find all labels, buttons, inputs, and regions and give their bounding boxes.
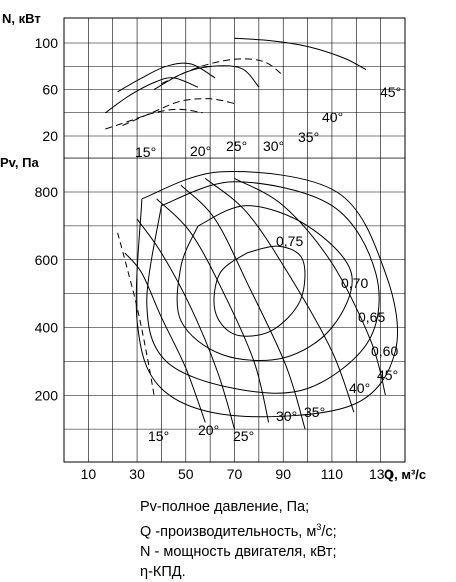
power-axis-label: N, кВт bbox=[2, 11, 41, 26]
pressure-curve bbox=[156, 198, 270, 423]
power-curve-label: 15° bbox=[135, 144, 156, 160]
power-curve-label: 35° bbox=[298, 129, 319, 145]
pressure-curve-label: 35° bbox=[304, 404, 325, 420]
power-curve-label: 40° bbox=[322, 109, 343, 125]
legend-flow-unit: /с; bbox=[321, 523, 337, 540]
flow-tick-label: 10 bbox=[81, 466, 97, 482]
power-curve bbox=[234, 37, 367, 71]
pressure-curve-label: 30° bbox=[276, 408, 297, 424]
legend-flow-sup: 3 bbox=[316, 522, 322, 532]
pressure-curve-label: 40° bbox=[349, 380, 370, 396]
pressure-axis-label: Pv, Па bbox=[0, 155, 40, 170]
efficiency-curves bbox=[135, 171, 398, 418]
flow-tick-label: 70 bbox=[227, 466, 243, 482]
pressure-curve-label: 45° bbox=[377, 367, 398, 383]
pressure-curve bbox=[136, 218, 235, 430]
efficiency-label: 0,70 bbox=[341, 275, 368, 291]
efficiency-contour bbox=[176, 205, 353, 362]
legend-line-pressure: Pv-полное давление, Па; bbox=[140, 499, 310, 515]
flow-tick-label: 90 bbox=[275, 466, 291, 482]
pressure-curve-label: 20° bbox=[198, 422, 219, 438]
flow-tick-label: 130 bbox=[369, 466, 393, 482]
efficiency-contour bbox=[135, 171, 398, 418]
flow-tick-label: 30 bbox=[129, 466, 145, 482]
fan-performance-chart: N, кВт Pv, Па Q, м³/с 100 60 20 800 600 400 200 10… bbox=[0, 11, 426, 482]
power-curve bbox=[117, 62, 216, 93]
pressure-tick-label: 800 bbox=[35, 184, 59, 200]
power-tick-label: 100 bbox=[35, 35, 59, 51]
pressure-curve bbox=[124, 252, 206, 423]
pressure-curve-label: 15° bbox=[148, 428, 169, 444]
power-curves bbox=[105, 37, 367, 130]
power-curve bbox=[105, 77, 199, 114]
legend-line-flow: Q -производительность, м3/с; bbox=[140, 517, 337, 542]
pressure-curve-label: 25° bbox=[233, 428, 254, 444]
power-curve bbox=[161, 58, 284, 85]
power-tick-label: 20 bbox=[42, 128, 58, 144]
efficiency-contour bbox=[213, 245, 306, 337]
power-curve-label: 30° bbox=[263, 138, 284, 154]
legend-line-power: N - мощность двигателя, кВт; bbox=[140, 543, 337, 560]
legend-flow-text: Q -производительность, м bbox=[140, 523, 317, 540]
power-curve bbox=[105, 108, 203, 130]
power-curve-label: 25° bbox=[226, 138, 247, 154]
power-tick-label: 60 bbox=[42, 82, 58, 98]
pressure-curve bbox=[234, 177, 386, 396]
legend-line-efficiency: η-КПД. bbox=[140, 563, 186, 580]
power-curve bbox=[122, 98, 235, 126]
efficiency-label: 0,75 bbox=[276, 233, 303, 249]
efficiency-contour bbox=[146, 181, 380, 394]
power-curve-label: 45° bbox=[380, 84, 401, 100]
pressure-curves bbox=[117, 177, 386, 430]
pressure-tick-label: 600 bbox=[35, 252, 59, 268]
pressure-tick-label: 400 bbox=[35, 320, 59, 336]
pressure-tick-label: 200 bbox=[35, 387, 59, 403]
pressure-curve bbox=[204, 178, 355, 413]
power-curve-label: 20° bbox=[190, 143, 211, 159]
efficiency-label: 0,60 bbox=[371, 343, 398, 359]
legend: Pv-полное давление, Па; Q -производитель… bbox=[140, 497, 337, 582]
flow-tick-label: 50 bbox=[178, 466, 194, 482]
flow-axis-label: Q, м³/с bbox=[384, 467, 426, 482]
chart-text: N, кВт Pv, Па Q, м³/с 100 60 20 800 600 400 200 10… bbox=[0, 11, 426, 482]
flow-tick-label: 110 bbox=[321, 466, 344, 482]
efficiency-label: 0,65 bbox=[358, 309, 385, 325]
pressure-curve bbox=[180, 184, 306, 430]
